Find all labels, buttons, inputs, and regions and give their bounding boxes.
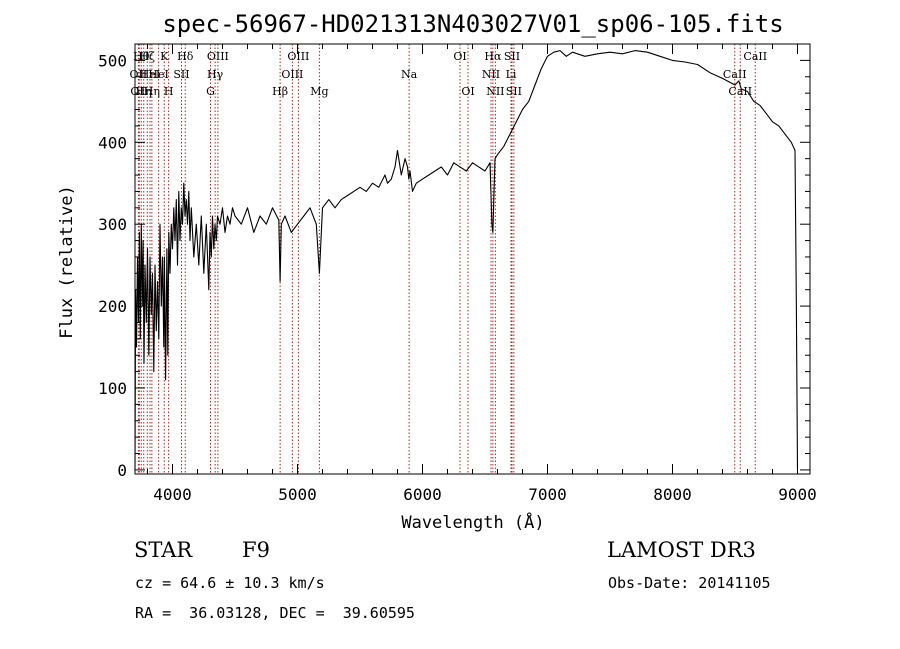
line-marker-label: Na <box>401 68 418 81</box>
line-marker-label: OII <box>130 68 148 81</box>
line-marker-label: OI <box>461 85 474 98</box>
line-markers <box>137 44 756 474</box>
tick-labels: 4000 5000 6000 7000 8000 9000 0 100 200 300 400 500 <box>98 51 817 504</box>
y-tick-label: 200 <box>98 297 127 316</box>
observation-date: Obs-Date: 20141105 <box>608 574 771 592</box>
line-marker-label: G <box>206 85 215 98</box>
survey-name: LAMOST DR3 <box>607 538 756 562</box>
line-marker-label: HeI <box>140 68 160 81</box>
line-marker-label: Hη <box>144 85 160 98</box>
plot-frame <box>134 43 811 475</box>
y-tick-label: 400 <box>98 133 127 152</box>
spectrum-line <box>134 50 799 470</box>
x-tick-label: 5000 <box>278 485 317 504</box>
line-marker-label: NII <box>482 68 500 81</box>
axis-ticks <box>135 44 810 474</box>
x-tick-label: 6000 <box>403 485 442 504</box>
x-tick-label: 4000 <box>153 485 192 504</box>
line-marker-label: OIII <box>207 50 229 63</box>
line-marker-label: OI <box>453 50 466 63</box>
line-marker-label: K <box>160 50 169 63</box>
line-marker-label: Hα <box>484 50 502 63</box>
line-marker-label: Hθ <box>133 50 150 63</box>
y-tick-label: 300 <box>98 215 127 234</box>
y-tick-label: 500 <box>98 51 127 70</box>
line-marker-label: SII <box>504 50 520 63</box>
line-marker-label: Hγ <box>207 68 224 81</box>
y-axis-label: Flux (relative) <box>57 185 77 339</box>
line-marker-label: Hη <box>136 85 152 98</box>
line-marker-labels: OIIOIIHθHηHζHeIHηHeIKHSIIHδGHγOIIIHβOIII… <box>130 50 768 98</box>
line-marker-label: CaII <box>728 85 752 98</box>
x-tick-label: 7000 <box>528 485 567 504</box>
line-marker-label: OIII <box>287 50 309 63</box>
line-marker-label: Mg <box>310 85 328 98</box>
line-marker-label: CaII <box>723 68 747 81</box>
coordinates: RA = 36.03128, DEC = 39.60595 <box>135 604 415 622</box>
line-marker-label: HeI <box>148 68 168 81</box>
chart-title: spec-56967-HD021313N403027V01_sp06-105.f… <box>162 10 783 38</box>
y-tick-label: 0 <box>117 461 127 480</box>
line-marker-label: SII <box>506 85 522 98</box>
line-marker-label: Hζ <box>139 50 155 63</box>
line-marker-label: CaII <box>743 50 767 63</box>
line-marker-label: NII <box>486 85 504 98</box>
object-subclass: F9 <box>242 538 270 562</box>
x-axis-label: Wavelength (Å) <box>401 511 544 533</box>
object-class: STAR <box>134 538 193 562</box>
line-marker-label: Hδ <box>177 50 194 63</box>
line-marker-label: SII <box>173 68 189 81</box>
y-tick-label: 100 <box>98 379 127 398</box>
redshift-velocity: cz = 64.6 ± 10.3 km/s <box>135 574 325 592</box>
line-marker-label: H <box>164 85 174 98</box>
line-marker-label: Li <box>506 68 517 81</box>
line-marker-label: OIII <box>281 68 303 81</box>
x-tick-label: 9000 <box>778 485 817 504</box>
line-marker-label: Hβ <box>272 85 288 98</box>
x-tick-label: 8000 <box>653 485 692 504</box>
